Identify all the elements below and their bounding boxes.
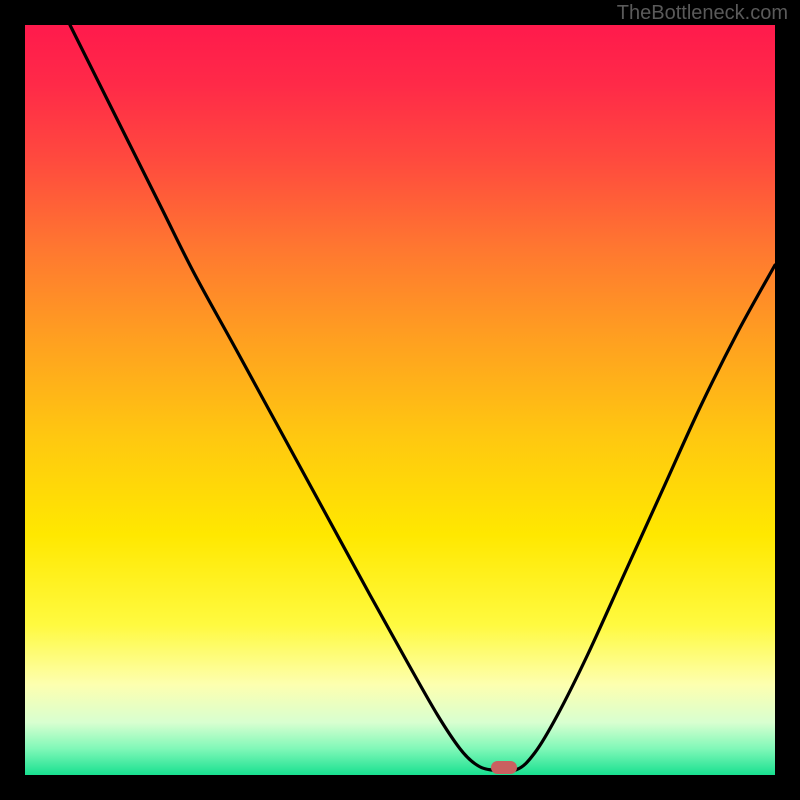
watermark-text: TheBottleneck.com — [617, 2, 788, 25]
curve-line — [25, 25, 775, 775]
bottleneck-marker — [491, 761, 517, 774]
plot-area — [25, 25, 775, 775]
